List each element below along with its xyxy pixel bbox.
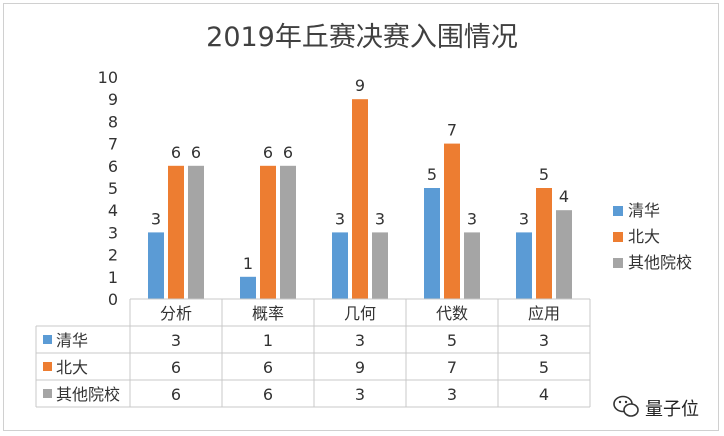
table-cell: 3 bbox=[355, 385, 365, 404]
y-tick-label: 0 bbox=[108, 290, 118, 309]
table-legend-key bbox=[43, 389, 52, 398]
x-category-label: 分析 bbox=[160, 304, 192, 323]
table-cell: 7 bbox=[447, 358, 457, 377]
table-cell: 3 bbox=[539, 331, 549, 350]
data-label: 6 bbox=[283, 143, 293, 162]
data-label: 6 bbox=[171, 143, 181, 162]
data-label: 5 bbox=[427, 165, 437, 184]
table-cell: 3 bbox=[447, 385, 457, 404]
watermark: 量子位 bbox=[612, 393, 712, 421]
data-label: 5 bbox=[539, 165, 549, 184]
y-tick-label: 5 bbox=[108, 179, 118, 198]
legend-swatch bbox=[613, 206, 623, 216]
legend-label: 清华 bbox=[628, 201, 660, 220]
table-series-name: 其他院校 bbox=[56, 385, 120, 404]
table-legend-key bbox=[43, 362, 52, 371]
legend-swatch bbox=[613, 258, 623, 268]
data-label: 6 bbox=[191, 143, 201, 162]
data-label: 7 bbox=[447, 121, 457, 140]
bar bbox=[260, 165, 276, 299]
x-category-label: 应用 bbox=[528, 304, 560, 323]
table-cell: 6 bbox=[263, 385, 273, 404]
chart-frame bbox=[3, 3, 719, 431]
bar bbox=[464, 232, 480, 299]
bar bbox=[280, 165, 296, 299]
data-label: 3 bbox=[375, 209, 385, 228]
table-cell: 4 bbox=[539, 385, 549, 404]
x-category-label: 几何 bbox=[344, 304, 376, 323]
table-cell: 6 bbox=[171, 358, 181, 377]
table-cell: 1 bbox=[263, 331, 273, 350]
wechat-icon bbox=[613, 395, 639, 417]
bar bbox=[536, 188, 552, 299]
data-label: 3 bbox=[467, 209, 477, 228]
table-cell: 5 bbox=[447, 331, 457, 350]
x-category-label: 概率 bbox=[252, 304, 284, 323]
bar bbox=[556, 210, 572, 299]
data-label: 3 bbox=[519, 209, 529, 228]
bar bbox=[240, 276, 256, 299]
y-tick-label: 4 bbox=[108, 201, 118, 220]
table-cell: 6 bbox=[263, 358, 273, 377]
bar bbox=[352, 99, 368, 299]
y-tick-label: 6 bbox=[108, 157, 118, 176]
data-label: 9 bbox=[355, 76, 365, 95]
y-tick-label: 2 bbox=[108, 246, 118, 265]
bar bbox=[424, 188, 440, 299]
table-cell: 6 bbox=[171, 385, 181, 404]
y-tick-label: 10 bbox=[98, 68, 118, 87]
y-tick-label: 9 bbox=[108, 90, 118, 109]
data-label: 1 bbox=[243, 254, 253, 273]
chart-title: 2019年丘赛决赛入围情况 bbox=[206, 22, 518, 53]
y-tick-label: 8 bbox=[108, 112, 118, 131]
table-legend-key bbox=[43, 335, 52, 344]
y-tick-label: 7 bbox=[108, 135, 118, 154]
bar bbox=[516, 232, 532, 299]
legend-label: 北大 bbox=[628, 227, 660, 246]
table-cell: 3 bbox=[171, 331, 181, 350]
legend-label: 其他院校 bbox=[628, 253, 692, 272]
x-category-label: 代数 bbox=[436, 304, 468, 323]
bar bbox=[148, 232, 164, 299]
bar bbox=[332, 232, 348, 299]
data-label: 4 bbox=[559, 187, 569, 206]
legend-swatch bbox=[613, 232, 623, 242]
table-cell: 3 bbox=[355, 331, 365, 350]
bar bbox=[372, 232, 388, 299]
table-cell: 9 bbox=[355, 358, 365, 377]
table-cell: 5 bbox=[539, 358, 549, 377]
data-label: 6 bbox=[263, 143, 273, 162]
data-label: 3 bbox=[151, 209, 161, 228]
data-label: 3 bbox=[335, 209, 345, 228]
y-tick-label: 3 bbox=[108, 223, 118, 242]
table-series-name: 清华 bbox=[56, 331, 88, 350]
table-series-name: 北大 bbox=[56, 358, 88, 377]
bar bbox=[444, 143, 460, 299]
bar bbox=[168, 165, 184, 299]
watermark-text: 量子位 bbox=[645, 399, 699, 420]
y-tick-label: 1 bbox=[108, 268, 118, 287]
bar bbox=[188, 165, 204, 299]
